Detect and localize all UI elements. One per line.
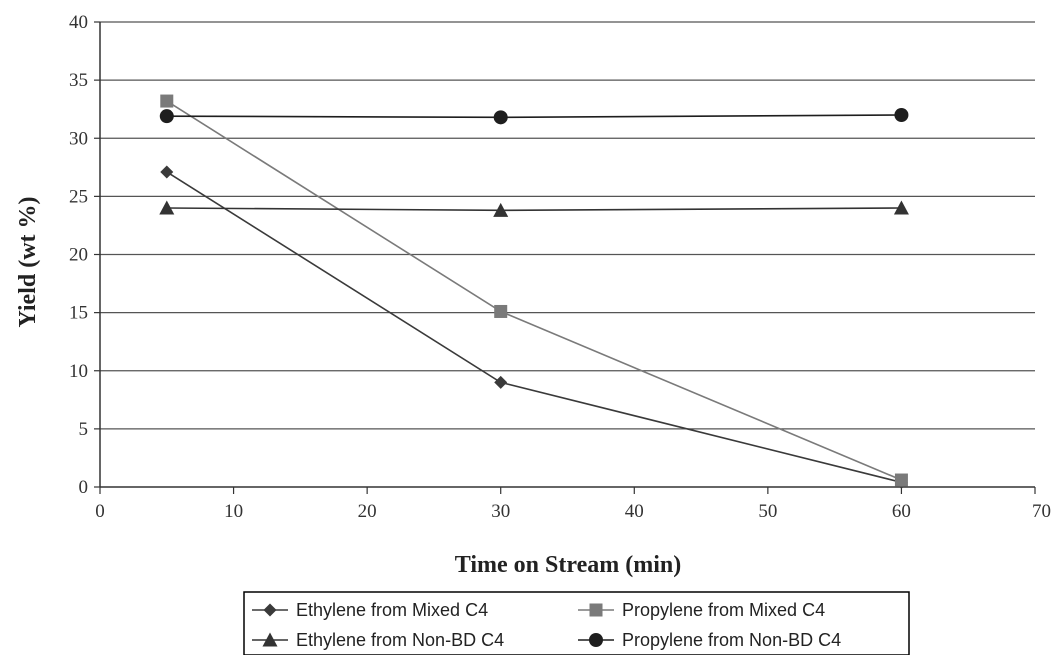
legend-item: Propylene from Mixed C4: [578, 600, 825, 620]
data-point-square: [894, 473, 908, 487]
legend-marker-triangle: [262, 632, 278, 647]
legend-item: Ethylene from Mixed C4: [252, 600, 488, 620]
x-tick-label: 60: [892, 501, 911, 522]
tick-labels: 0 5 10 15 20 25 30 35 40 0 10 20 30 40 50 60 70: [69, 12, 1051, 522]
series-1: [160, 165, 908, 489]
legend-marker-diamond: [263, 603, 277, 617]
legend-label: Propylene from Mixed C4: [622, 600, 825, 620]
data-point-square: [160, 94, 174, 108]
x-tick-label: 20: [358, 501, 377, 522]
y-tick-label: 10: [69, 361, 88, 382]
series-2: [160, 94, 908, 487]
x-tick-label: 10: [224, 501, 243, 522]
y-axis-title: Yield (wt %): [15, 196, 41, 327]
legend-label: Ethylene from Non-BD C4: [296, 630, 504, 650]
y-tick-label: 30: [69, 128, 88, 149]
x-tick-label: 70: [1032, 501, 1051, 522]
legend-box: [243, 591, 910, 655]
x-tick-label: 40: [625, 501, 644, 522]
legend-marker-circle: [589, 633, 603, 647]
data-point-triangle: [493, 202, 509, 217]
x-tick-label: 50: [758, 501, 777, 522]
y-tick-label: 15: [69, 303, 88, 324]
legend-label: Ethylene from Mixed C4: [296, 600, 488, 620]
legend-label: Propylene from Non-BD C4: [622, 630, 841, 650]
x-tick-label: 0: [95, 501, 105, 522]
y-tick-label: 0: [79, 477, 89, 498]
y-tick-label: 40: [69, 12, 88, 33]
series-3: [159, 200, 909, 217]
x-tick-label: 30: [491, 501, 510, 522]
series-line: [166, 114, 902, 119]
axes: [94, 21, 1036, 494]
data-point-square: [494, 304, 508, 318]
series-line: [166, 207, 902, 212]
legend-item: Propylene from Non-BD C4: [578, 630, 841, 650]
y-tick-label: 35: [69, 70, 88, 91]
data-point-triangle: [159, 200, 175, 215]
x-axis-title: Time on Stream (min): [455, 552, 681, 578]
legend-item: Ethylene from Non-BD C4: [252, 630, 504, 650]
data-point-triangle: [893, 200, 909, 215]
legend: Ethylene from Mixed C4 Propylene from Mix…: [243, 591, 910, 655]
series-layer: [159, 94, 909, 489]
series-4: [159, 108, 909, 125]
data-point-circle: [159, 109, 174, 124]
series-line: [166, 100, 902, 481]
gridlines: [100, 21, 1035, 430]
data-point-diamond: [494, 375, 508, 389]
y-tick-label: 25: [69, 186, 88, 207]
data-point-diamond: [160, 165, 174, 179]
y-tick-label: 20: [69, 245, 88, 266]
y-tick-label: 5: [79, 419, 89, 440]
data-point-circle: [493, 110, 508, 125]
legend-marker-square: [589, 603, 603, 617]
series-line: [166, 171, 902, 484]
data-point-circle: [894, 108, 909, 122]
